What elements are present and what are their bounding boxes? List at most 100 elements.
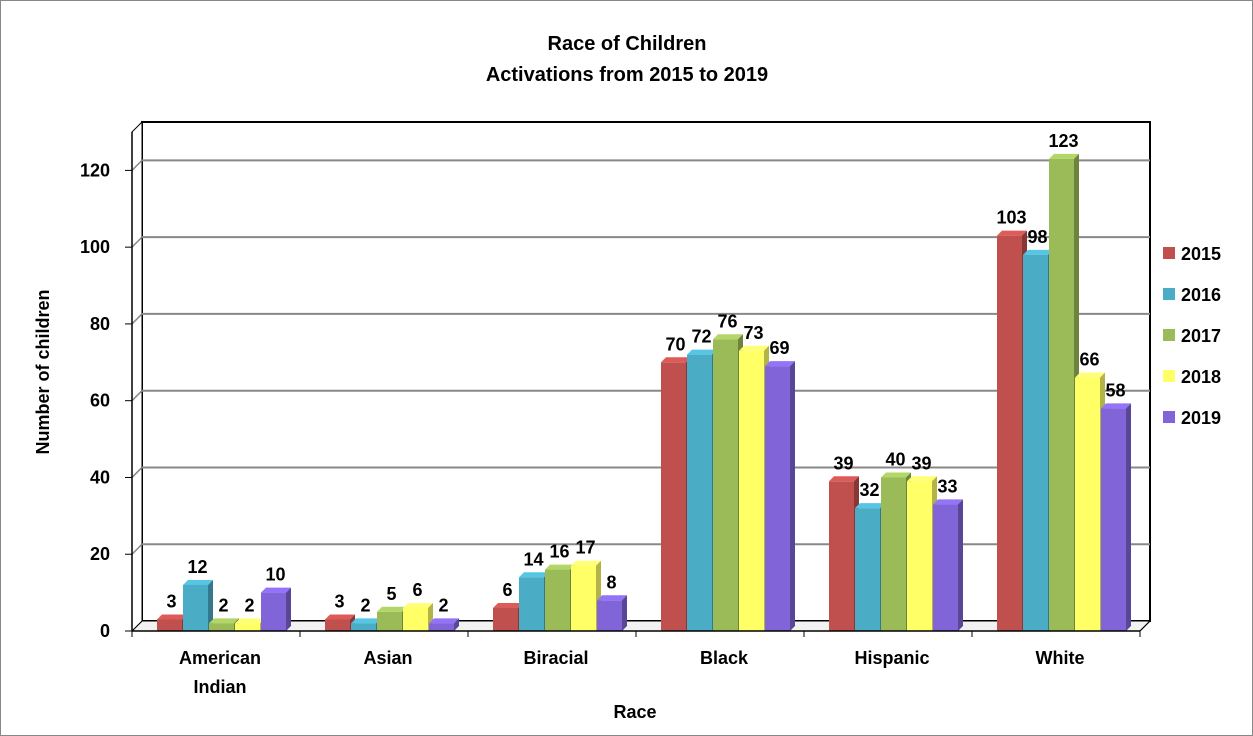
data-label: 5 — [386, 584, 396, 604]
data-label: 33 — [937, 476, 957, 496]
bar-white-2018 — [1075, 377, 1100, 631]
bar-side — [958, 499, 963, 631]
bar-top — [933, 499, 963, 505]
y-tick-label: 120 — [80, 160, 110, 180]
bar-black-2016 — [687, 354, 712, 631]
plot-side-wall — [131, 120, 143, 633]
bar-top — [661, 357, 691, 363]
bar-biracial-2019 — [597, 600, 622, 631]
bar-american-indian-2015 — [157, 619, 182, 631]
y-tick-label: 100 — [80, 237, 110, 257]
data-label: 70 — [665, 334, 685, 354]
data-label: 58 — [1105, 380, 1125, 400]
data-label: 2 — [244, 595, 254, 615]
bar-hispanic-2015 — [829, 481, 854, 631]
bar-biracial-2017 — [545, 569, 570, 631]
y-tick-label: 40 — [90, 467, 110, 487]
bar-white-2016 — [1023, 254, 1048, 632]
data-label: 2 — [360, 595, 370, 615]
data-label: 10 — [265, 565, 285, 585]
x-category-label: American Indian — [179, 648, 261, 697]
bar-hispanic-2017 — [881, 477, 906, 631]
bar-black-2015 — [661, 362, 686, 631]
bar-asian-2015 — [325, 619, 350, 631]
bar-asian-2017 — [377, 611, 402, 631]
legend-label: 2015 — [1181, 244, 1221, 264]
bar-top — [597, 595, 627, 601]
legend-swatch — [1163, 370, 1175, 382]
legend-swatch — [1163, 288, 1175, 300]
bar-black-2019 — [765, 366, 790, 631]
bar-top — [829, 476, 859, 482]
legend: 2015 2016 2017 2018 2019 — [1163, 244, 1221, 428]
legend-label: 2018 — [1181, 367, 1221, 387]
data-label: 6 — [502, 580, 512, 600]
bar-top — [765, 361, 795, 367]
x-category-label: White — [1036, 648, 1085, 668]
data-label: 17 — [575, 538, 595, 558]
data-label: 14 — [523, 549, 543, 569]
bar-asian-2016 — [351, 623, 376, 631]
axes: American Indian Asian Biracial Black Hispanic… — [131, 132, 1151, 697]
data-label: 8 — [606, 572, 616, 592]
legend-label: 2019 — [1181, 408, 1221, 428]
bar-top — [429, 618, 459, 624]
bar-white-2017 — [1049, 158, 1074, 631]
legend-swatch — [1163, 411, 1175, 423]
bar-top — [377, 606, 407, 612]
bar-top — [235, 618, 265, 624]
y-tick-label: 0 — [100, 621, 110, 641]
bar-top — [545, 564, 575, 570]
bar-top — [855, 503, 885, 509]
data-label: 2 — [438, 595, 448, 615]
gridline-diagonal — [131, 159, 143, 171]
bar-group — [157, 153, 1131, 632]
legend-swatch — [1163, 329, 1175, 341]
data-label: 98 — [1027, 227, 1047, 247]
x-category-label: Hispanic — [854, 648, 929, 668]
bar-side — [1126, 403, 1131, 631]
plot-area: 0 20 40 60 80 100 120 — [80, 120, 1152, 641]
bar-top — [881, 472, 911, 478]
x-category-label: Biracial — [523, 648, 588, 668]
x-category-label: Black — [700, 648, 749, 668]
x-axis-edge — [1139, 620, 1151, 632]
bar-top — [907, 476, 937, 482]
data-label: 76 — [717, 311, 737, 331]
bar-top — [519, 572, 549, 578]
y-tick-label: 60 — [90, 391, 110, 411]
bar-top — [1049, 153, 1079, 159]
y-tick-label: 80 — [90, 314, 110, 334]
data-label: 3 — [334, 591, 344, 611]
gridline-diagonal — [131, 313, 143, 325]
bar-black-2017 — [713, 339, 738, 631]
y-axis-title: Number of children — [33, 289, 53, 454]
data-label: 69 — [769, 338, 789, 358]
data-label: 73 — [743, 323, 763, 343]
gridline-diagonal — [131, 543, 143, 555]
chart-title: Race of Children — [548, 33, 707, 55]
bar-top — [209, 618, 239, 624]
bar-american-indian-2018 — [235, 623, 260, 631]
bar-top — [997, 230, 1027, 236]
y-tick-label: 20 — [90, 544, 110, 564]
bar-white-2015 — [997, 235, 1022, 631]
bar-top — [713, 334, 743, 340]
bar-asian-2018 — [403, 607, 428, 631]
bar-american-indian-2017 — [209, 623, 234, 631]
chart-subtitle: Activations from 2015 to 2019 — [486, 64, 768, 86]
bar-american-indian-2019 — [261, 592, 286, 631]
bar-biracial-2016 — [519, 577, 544, 631]
bar-top — [325, 614, 355, 620]
bar-side — [790, 361, 795, 631]
legend-label: 2017 — [1181, 326, 1221, 346]
bar-top — [1023, 249, 1053, 255]
data-label: 66 — [1079, 350, 1099, 370]
bar-biracial-2018 — [571, 565, 596, 631]
data-label: 16 — [549, 542, 569, 562]
bar-white-2019 — [1101, 408, 1126, 631]
bar-biracial-2015 — [493, 607, 518, 631]
bar-top — [739, 345, 769, 351]
bar-top — [183, 579, 213, 585]
bar-top — [571, 560, 601, 566]
